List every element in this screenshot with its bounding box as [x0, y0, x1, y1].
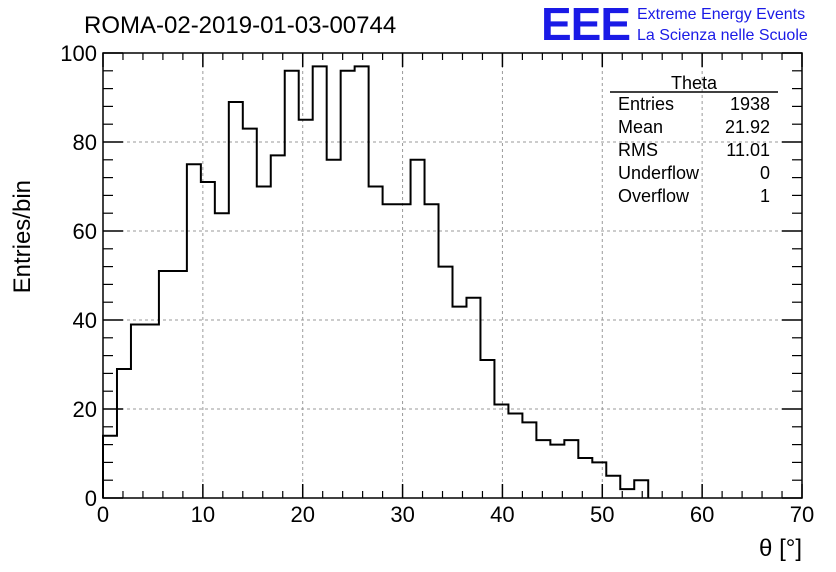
stats-row-value: 21.92 [725, 117, 770, 137]
stats-row-label: Entries [618, 94, 674, 114]
y-tick-label: 20 [73, 397, 97, 422]
stats-box-rows: Entries 1938 Mean 21.92 RMS 11.01 Underflow 0 Ov… [618, 94, 770, 206]
logo-line1: Extreme Energy Events [637, 6, 805, 23]
x-tick-label: 50 [590, 502, 614, 527]
x-tick-label: 60 [690, 502, 714, 527]
stats-row-label: RMS [618, 140, 658, 160]
eee-logo: EEE Extreme Energy Events La Scienza nel… [541, 0, 808, 50]
stats-row-label: Mean [618, 117, 663, 137]
x-tick-label: 10 [191, 502, 215, 527]
y-tick-label: 80 [73, 130, 97, 155]
x-axis-label: θ [°] [759, 535, 802, 562]
x-tick-label: 70 [790, 502, 814, 527]
y-tick-label: 0 [85, 486, 97, 511]
y-tick-label: 40 [73, 308, 97, 333]
y-tick-label: 60 [73, 219, 97, 244]
logo-line2: La Scienza nelle Scuole [637, 27, 808, 44]
stats-row-value: 0 [760, 163, 770, 183]
logo-mark: EEE [541, 0, 630, 50]
x-tick-label: 20 [290, 502, 314, 527]
y-axis-label: Entries/bin [9, 180, 36, 293]
stats-row-label: Overflow [618, 186, 690, 206]
plot-title: ROMA-02-2019-01-03-00744 [84, 12, 396, 39]
stats-row-value: 1 [760, 186, 770, 206]
plot-frame [102, 52, 803, 499]
x-tick-label: 0 [97, 502, 109, 527]
histogram-series-line [102, 65, 650, 498]
stats-box-title: Theta [671, 73, 718, 93]
x-tick-label: 40 [490, 502, 514, 527]
x-tick-label: 30 [390, 502, 414, 527]
stats-box: Theta Entries 1938 Mean 21.92 RMS 11.01 Underf… [610, 73, 778, 206]
stats-row-value: 11.01 [726, 140, 770, 160]
y-tick-label: 100 [60, 41, 97, 66]
stats-row-label: Underflow [618, 163, 700, 183]
grid [103, 53, 802, 498]
stats-row-value: 1938 [730, 94, 770, 114]
